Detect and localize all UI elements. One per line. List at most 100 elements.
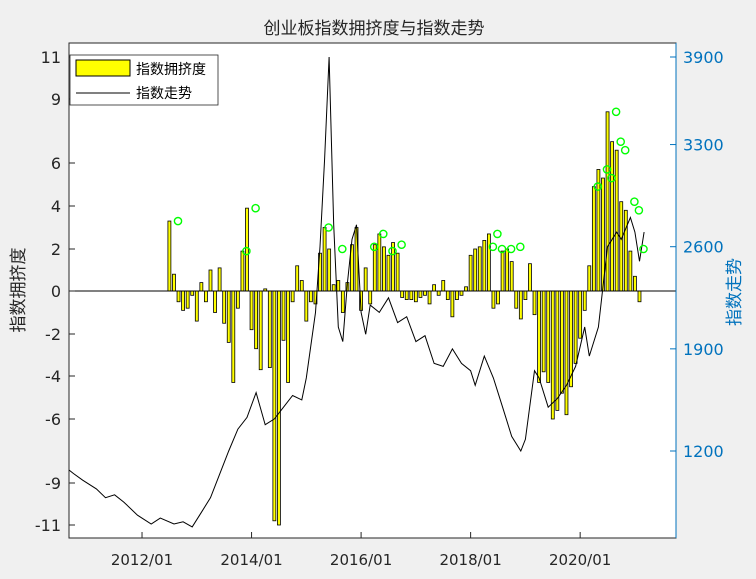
- bar: [204, 290, 208, 303]
- bar: [226, 290, 231, 343]
- bar: [418, 290, 423, 298]
- crowding-marker: [488, 242, 498, 252]
- bar: [623, 209, 628, 292]
- bar: [372, 244, 377, 292]
- bar: [304, 290, 309, 322]
- bar: [290, 290, 295, 303]
- bar: [363, 267, 368, 292]
- bar: [327, 248, 332, 292]
- bar: [596, 169, 601, 292]
- crowding-marker: [173, 216, 183, 226]
- bar: [240, 250, 245, 292]
- bar: [637, 290, 642, 303]
- bar: [473, 248, 478, 292]
- left-tick-label: 11: [41, 48, 61, 67]
- crowding-marker: [634, 205, 644, 215]
- bar: [550, 290, 555, 420]
- left-tick-label: 4: [51, 197, 61, 216]
- x-axis: 2012/01 2014/01 2016/01 2018/01 2020/01: [111, 532, 611, 569]
- bar: [254, 290, 259, 350]
- bar: [578, 290, 583, 339]
- bar: [619, 201, 624, 292]
- bar: [582, 290, 587, 311]
- legend: 指数拥挤度 指数走势: [69, 54, 219, 106]
- bar: [194, 290, 199, 322]
- bar: [633, 275, 637, 292]
- legend-bar-swatch: [75, 59, 131, 77]
- bar: [523, 290, 528, 301]
- left-axis-label: 指数拥挤度: [9, 248, 29, 333]
- bar: [459, 290, 464, 296]
- x-tick-label: 2012/01: [111, 551, 173, 569]
- bar: [628, 250, 633, 292]
- bar: [245, 207, 249, 292]
- left-tick-label: -4: [45, 367, 61, 386]
- legend-label-bars: 指数拥挤度: [136, 62, 206, 78]
- bar: [560, 290, 564, 394]
- right-tick-label: 2600: [683, 238, 724, 257]
- bar: [505, 248, 510, 292]
- bar: [441, 280, 446, 292]
- left-tick-label: -9: [45, 474, 61, 493]
- crowding-marker: [324, 223, 333, 232]
- chart-title: 创业板指数拥挤度与指数走势: [264, 19, 485, 39]
- bar: [537, 290, 541, 383]
- bar: [477, 246, 482, 292]
- crowding-marker: [251, 203, 260, 213]
- bar: [432, 284, 437, 292]
- left-tick-label: 2: [51, 240, 61, 259]
- bar: [235, 290, 240, 309]
- bar: [569, 290, 573, 388]
- bar: [450, 290, 455, 318]
- crowding-marker: [493, 229, 502, 239]
- bar: [555, 290, 560, 411]
- bar: [445, 290, 450, 301]
- bar: [336, 280, 341, 292]
- bar: [605, 111, 610, 292]
- bar: [176, 290, 181, 303]
- bar: [614, 149, 619, 292]
- bar: [482, 239, 487, 292]
- crowding-marker: [397, 240, 406, 249]
- bar: [400, 290, 405, 298]
- crowding-marker: [593, 182, 603, 191]
- bar: [281, 290, 286, 341]
- bar: [468, 254, 473, 292]
- bar: [249, 290, 254, 331]
- bar: [286, 290, 290, 383]
- right-axis: 3900 3300 2600 1900 1200: [670, 43, 724, 538]
- bar: [423, 290, 427, 296]
- bar: [181, 290, 185, 311]
- bar: [409, 290, 414, 301]
- bar: [277, 290, 281, 526]
- crowding-marker: [616, 137, 626, 146]
- crowding-marker: [607, 173, 616, 183]
- bar: [308, 290, 313, 303]
- bar: [509, 261, 514, 292]
- bar: [541, 290, 546, 373]
- bar: [528, 263, 532, 292]
- bar: [573, 290, 578, 364]
- crowding-marker: [369, 242, 379, 252]
- left-tick-label: -2: [45, 325, 61, 344]
- bar: [546, 290, 551, 383]
- crowding-marker: [602, 165, 612, 174]
- crowding-marker: [337, 244, 347, 254]
- bar: [167, 220, 172, 292]
- bar: [514, 290, 519, 309]
- bar: [413, 290, 418, 303]
- bar: [368, 290, 373, 305]
- crowding-marker: [630, 197, 639, 206]
- left-axis: 11 9 6 4 2 0 -2 -4 -6 -9 -11: [35, 48, 75, 535]
- bar: [395, 252, 400, 292]
- bar: [486, 233, 491, 292]
- legend-box: [69, 54, 219, 106]
- bar: [386, 254, 391, 292]
- bar: [267, 290, 272, 368]
- bar: [587, 265, 592, 292]
- crowding-marker: [388, 246, 397, 256]
- crowding-marker: [639, 244, 648, 254]
- bar: [231, 290, 236, 383]
- left-tick-label: -11: [35, 516, 61, 535]
